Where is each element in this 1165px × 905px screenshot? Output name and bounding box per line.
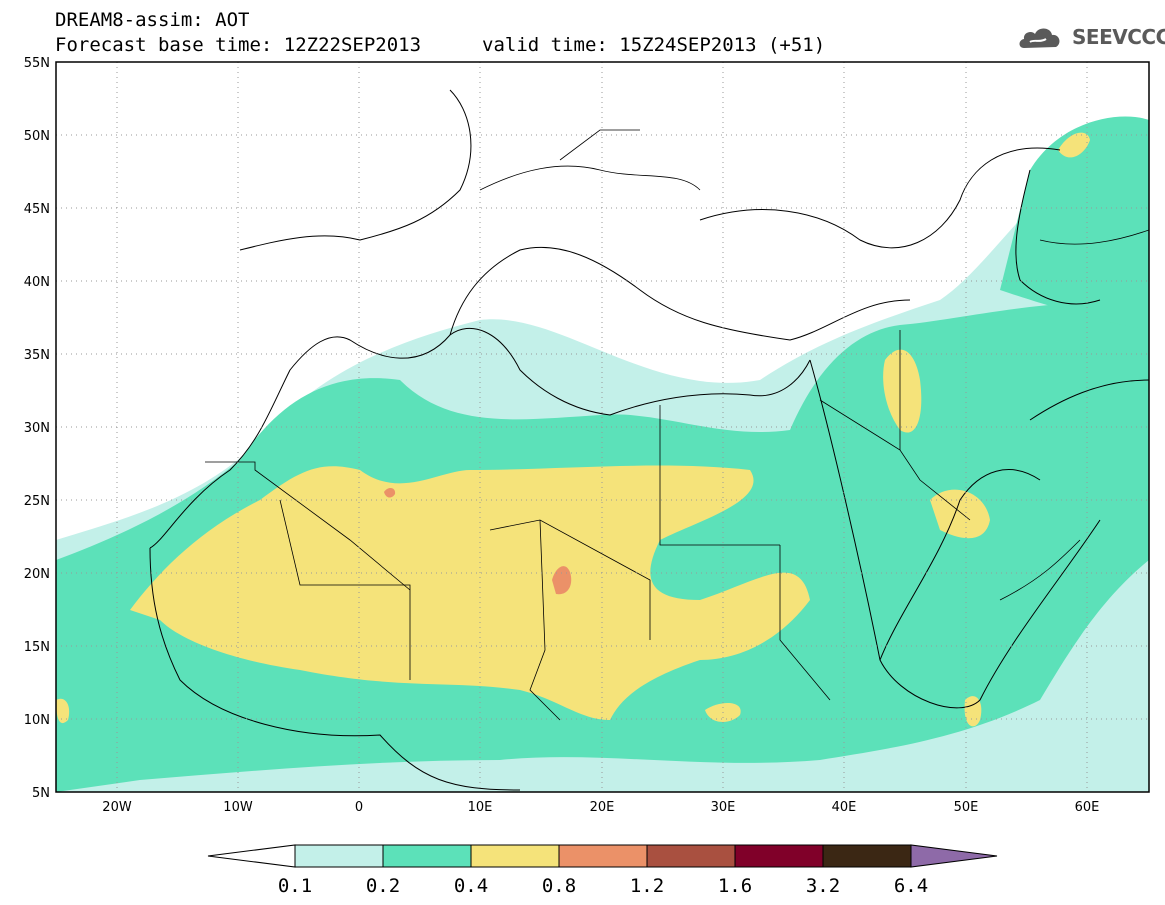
lat-tick-label: 50N [24, 129, 50, 144]
gridlines [56, 62, 1149, 792]
colorbar-label: 0.8 [542, 875, 576, 897]
lat-tick-label: 45N [24, 202, 50, 217]
colorbar-bin [294, 844, 384, 868]
cloud-icon [1019, 28, 1060, 48]
colorbar-label: 0.2 [366, 875, 400, 897]
colorbar-bin [470, 844, 560, 868]
aot-fields [56, 116, 1149, 792]
lat-axis: 55N 50N 45N 40N 35N 30N 25N 20N 15N 10N … [24, 56, 50, 801]
lon-tick-label: 60E [1075, 800, 1100, 815]
colorbar: 0.1 0.2 0.4 0.8 1.2 1.6 3.2 6.4 [207, 844, 998, 897]
logo-text: SEEVCCC [1072, 25, 1165, 49]
coastlines [149, 89, 1149, 791]
lat-tick-label: 10N [24, 713, 50, 728]
lat-tick-label: 5N [32, 786, 50, 801]
lon-tick-label: 30E [711, 800, 736, 815]
lon-tick-label: 20W [102, 800, 132, 815]
colorbar-label: 6.4 [894, 875, 928, 897]
lat-tick-label: 30N [24, 421, 50, 436]
lon-tick-label: 40E [832, 800, 857, 815]
lon-tick-label: 10W [223, 800, 253, 815]
colorbar-label: 1.6 [718, 875, 752, 897]
colorbar-label: 3.2 [806, 875, 840, 897]
colorbar-bin [822, 844, 912, 868]
colorbar-bin [382, 844, 472, 868]
lon-tick-label: 10E [468, 800, 493, 815]
lat-tick-label: 25N [24, 494, 50, 509]
lon-tick-label: 0 [355, 800, 363, 815]
map-title: DREAM8-assim: AOT [55, 9, 250, 31]
colorbar-bin [646, 844, 736, 868]
colorbar-under-triangle [207, 844, 296, 868]
colorbar-bin [734, 844, 824, 868]
lat-tick-label: 40N [24, 275, 50, 290]
forecast-base-time: Forecast base time: 12Z22SEP2013 [55, 34, 422, 56]
colorbar-label: 0.1 [278, 875, 312, 897]
lon-tick-label: 20E [590, 800, 615, 815]
lon-axis: 20W 10W 0 10E 20E 30E 40E 50E 60E [102, 800, 1099, 815]
lon-tick-label: 50E [954, 800, 979, 815]
colorbar-over-triangle [910, 844, 998, 868]
map-frame [55, 61, 1150, 793]
lat-tick-label: 35N [24, 348, 50, 363]
lat-tick-label: 20N [24, 567, 50, 582]
aot-contour-0.4 [130, 465, 810, 720]
lat-tick-label: 55N [24, 56, 50, 71]
lat-tick-label: 15N [24, 640, 50, 655]
colorbar-bin [558, 844, 648, 868]
colorbar-label: 1.2 [630, 875, 664, 897]
colorbar-label: 0.4 [454, 875, 488, 897]
valid-time: valid time: 15Z24SEP2013 (+51) [482, 34, 826, 56]
